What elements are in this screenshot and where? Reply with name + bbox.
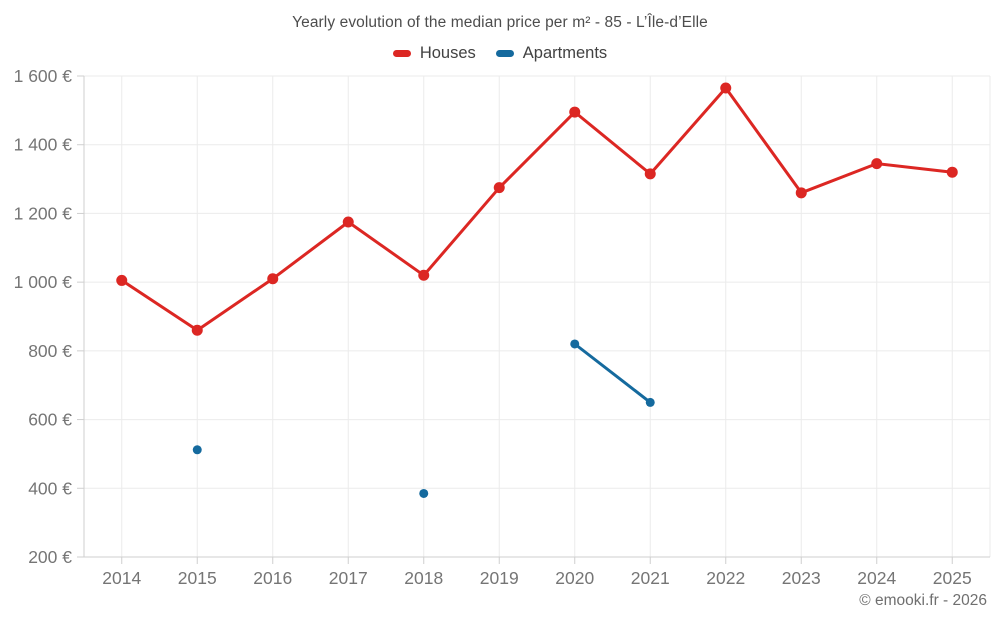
x-axis-label: 2020 xyxy=(555,568,594,588)
apartments-legend-swatch-icon xyxy=(495,50,514,57)
x-axis-label: 2023 xyxy=(782,568,821,588)
y-axis-label: 400 € xyxy=(28,478,72,498)
chart-credit: © emooki.fr - 2026 xyxy=(859,592,987,609)
x-axis-label: 2017 xyxy=(329,568,368,588)
houses-data-point[interactable] xyxy=(342,216,354,228)
y-axis-label: 600 € xyxy=(28,410,72,430)
y-axis-label: 1 000 € xyxy=(14,272,73,292)
houses-data-point[interactable] xyxy=(191,324,203,336)
x-axis-label: 2016 xyxy=(253,568,292,588)
x-axis-label: 2021 xyxy=(631,568,670,588)
apartments-data-point[interactable] xyxy=(570,339,580,349)
houses-data-point[interactable] xyxy=(946,166,958,178)
y-axis-label: 200 € xyxy=(28,547,72,567)
x-axis-label: 2024 xyxy=(857,568,896,588)
apartments-data-point[interactable] xyxy=(192,445,202,455)
apartments-data-point[interactable] xyxy=(419,488,429,498)
x-axis-label: 2014 xyxy=(102,568,141,588)
chart-title: Yearly evolution of the median price per… xyxy=(292,14,708,31)
houses-data-point[interactable] xyxy=(418,269,430,281)
houses-legend-swatch-icon xyxy=(392,50,411,57)
legend-label-apartments: Apartments xyxy=(522,44,608,62)
chart-legend: Houses Apartments xyxy=(0,44,1000,63)
x-axis-label: 2022 xyxy=(706,568,745,588)
y-axis-label: 1 400 € xyxy=(14,135,73,155)
y-axis-label: 800 € xyxy=(28,341,72,361)
houses-data-point[interactable] xyxy=(795,187,807,199)
y-axis-label: 1 600 € xyxy=(14,66,73,86)
houses-data-point[interactable] xyxy=(493,182,505,194)
houses-line xyxy=(120,86,954,332)
legend-item-houses[interactable]: Houses xyxy=(392,44,476,63)
apartments-data-point[interactable] xyxy=(645,397,655,407)
y-axis-label: 1 200 € xyxy=(14,203,73,223)
houses-data-point[interactable] xyxy=(116,274,128,286)
houses-data-point[interactable] xyxy=(720,82,732,94)
apartments-line xyxy=(573,342,652,404)
legend-label-houses: Houses xyxy=(419,44,476,62)
legend-item-apartments[interactable]: Apartments xyxy=(495,44,608,63)
x-axis-label: 2019 xyxy=(480,568,519,588)
x-axis-label: 2015 xyxy=(178,568,217,588)
houses-data-point[interactable] xyxy=(267,273,279,285)
x-axis-label: 2018 xyxy=(404,568,443,588)
houses-data-point[interactable] xyxy=(871,158,883,170)
x-axis-label: 2025 xyxy=(933,568,972,588)
houses-data-point[interactable] xyxy=(569,106,581,118)
houses-data-point[interactable] xyxy=(644,168,656,180)
